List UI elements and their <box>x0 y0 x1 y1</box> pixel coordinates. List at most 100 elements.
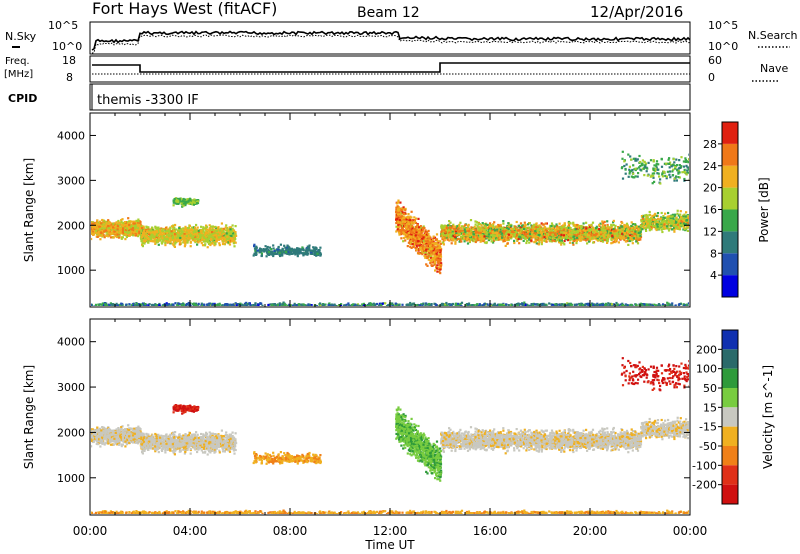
power-echo-cell <box>94 225 97 228</box>
power-echo-cell <box>426 241 429 244</box>
power-echo-cell <box>120 219 123 222</box>
power-echo-cell <box>195 231 198 234</box>
power-echo-cell <box>191 231 194 234</box>
power-echo-cell <box>224 234 227 238</box>
power-echo-cell <box>151 233 154 236</box>
power-echo-cell <box>194 232 197 236</box>
power-echo-cell <box>402 216 406 219</box>
power-echo-cell <box>145 228 148 232</box>
power-echo-cell <box>493 221 496 224</box>
power-echo-cell <box>142 236 145 239</box>
power-echo-cell <box>170 236 173 239</box>
power-echo-cell <box>557 234 560 237</box>
power-echo-cell <box>279 254 282 258</box>
power-echo-cell <box>191 229 194 232</box>
power-echo-cell <box>433 261 436 264</box>
power-echo-cell <box>231 224 234 227</box>
power-echo-cell <box>157 226 160 229</box>
power-echo-cell <box>98 228 101 231</box>
power-echo-cell <box>91 225 94 228</box>
power-echo-cell <box>296 255 299 258</box>
power-echo-cell <box>433 253 436 256</box>
power-echo-cell <box>153 234 156 237</box>
power-echo-cell <box>155 226 158 229</box>
power-echo-cell <box>433 246 436 249</box>
power-echo-cell <box>164 244 167 247</box>
power-echo-cell <box>151 231 154 234</box>
power-echo-cell <box>617 241 620 244</box>
power-echo-cell <box>398 214 401 217</box>
power-echo-cell <box>269 250 272 254</box>
power-echo-cell <box>552 237 555 240</box>
power-echo-cell <box>410 240 413 243</box>
power-echo-cell <box>233 245 236 248</box>
power-echo-cell <box>541 236 544 239</box>
power-echo-cell <box>520 228 523 231</box>
power-echo-cell <box>286 249 290 252</box>
power-echo-cell <box>588 238 591 241</box>
power-echo-cell <box>310 249 313 253</box>
power-echo-cell <box>101 234 104 237</box>
power-echo-cell <box>428 235 431 238</box>
power-echo-cell <box>313 253 316 256</box>
power-echo-cell <box>91 232 93 235</box>
power-echo-cell <box>478 229 481 232</box>
power-echo-cell <box>437 255 440 258</box>
power-echo-cell <box>153 233 156 236</box>
power-echo-cell <box>173 245 176 248</box>
power-echo-cell <box>402 212 406 215</box>
power-echo-cell <box>476 225 479 228</box>
power-echo-cell <box>148 235 151 239</box>
power-echo-cell <box>202 228 205 231</box>
power-echo-cell <box>181 199 184 203</box>
power-echo-cell <box>417 249 420 252</box>
power-echo-cell <box>448 239 451 242</box>
power-echo-cell <box>164 227 168 230</box>
power-echo-cell <box>157 234 161 237</box>
power-echo-cell <box>211 227 214 230</box>
power-echo-cell <box>126 234 130 237</box>
power-echo-cell <box>409 225 412 228</box>
power-echo-cell <box>222 229 225 233</box>
power-echo-cell <box>601 220 604 223</box>
power-echo-cell <box>142 226 145 229</box>
power-echo-cell <box>409 229 413 232</box>
power-echo-cell <box>204 226 207 230</box>
noise-panel: N.Sky 10^5 10^0 10^5 10^0 N.Search <box>5 19 798 55</box>
power-echo-cell <box>415 242 418 245</box>
power-echo-cell <box>111 232 114 235</box>
power-echo-cell <box>398 213 401 216</box>
power-echo-cell <box>131 220 134 223</box>
power-echo-cell <box>603 224 607 227</box>
power-echo-cell <box>413 228 416 231</box>
power-echo-cell <box>312 246 315 249</box>
power-echo-cell <box>185 237 188 240</box>
power-echo-cell <box>94 226 97 229</box>
power-echo-cell <box>218 237 221 240</box>
power-echo-cell <box>435 252 438 255</box>
power-echo-cell <box>95 232 98 235</box>
power-echo-cell <box>229 226 232 229</box>
power-echo-cell <box>155 241 158 244</box>
power-echo-cell <box>484 237 487 240</box>
power-echo-cell <box>429 240 432 244</box>
power-echo-cell <box>441 241 444 244</box>
power-echo-cell <box>319 254 322 257</box>
power-echo-cell <box>137 229 140 232</box>
power-echo-cell <box>590 228 593 231</box>
power-echo-cell <box>191 199 195 202</box>
power-echo-cell <box>146 231 149 234</box>
power-echo-cell <box>430 264 434 267</box>
power-echo-cell <box>595 238 598 241</box>
power-echo-cell <box>396 214 399 218</box>
power-echo-cell <box>225 229 229 232</box>
power-echo-cell <box>495 234 498 237</box>
power-echo-cell <box>587 240 591 243</box>
power-echo-cell <box>168 234 171 237</box>
power-echo-cell <box>214 227 217 230</box>
power-echo-cell <box>415 227 418 230</box>
power-echo-cell <box>453 231 456 234</box>
power-echo-cell <box>435 265 438 268</box>
power-echo-cell <box>437 246 440 249</box>
power-echo-cell <box>166 232 169 235</box>
